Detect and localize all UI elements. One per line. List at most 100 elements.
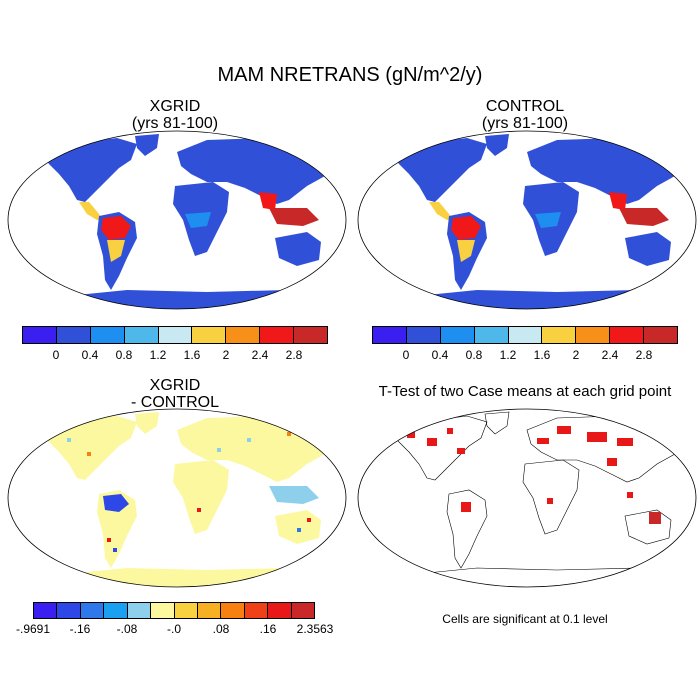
colorbar-tick-label: 1.6	[183, 348, 201, 362]
colorbar-tick-label: 1.2	[149, 348, 167, 362]
colorbar-xgrid	[22, 326, 328, 344]
colorbar-swatch	[34, 603, 58, 618]
continent-central-america	[429, 202, 453, 220]
continent-africa	[173, 460, 229, 534]
colorbar-swatch	[508, 327, 543, 343]
outline-africa	[522, 459, 580, 535]
continent-antarctica	[47, 568, 327, 587]
continent-central-america	[79, 202, 103, 220]
colorbar-tick-label: .16	[259, 622, 277, 636]
colorbar-tick-label: -.08	[116, 622, 138, 636]
amazon-negative-region	[103, 494, 129, 512]
continent-greenland	[135, 412, 159, 434]
map-xgrid	[7, 130, 347, 310]
continent-antarctica	[47, 290, 327, 309]
colorbar-tick-label: 0.8	[115, 348, 133, 362]
colorbar-tick-label: 0	[52, 348, 60, 362]
colorbar-swatch	[80, 603, 105, 618]
colorbar-tick-label: 0.4	[81, 348, 99, 362]
colorbar-swatch	[221, 603, 245, 618]
colorbar-swatch	[192, 327, 227, 343]
continent-australia	[625, 232, 671, 266]
colorbar-tick-label: .08	[212, 622, 230, 636]
figure-title: MAM NRETRANS (gN/m^2/y)	[217, 64, 483, 86]
panel-title-xgrid: XGRID (yrs 81-100)	[75, 98, 275, 132]
colorbar-swatch	[104, 603, 128, 618]
colorbar-swatch	[644, 327, 678, 343]
colorbar-swatch	[542, 327, 577, 343]
colorbar-swatch	[23, 327, 57, 343]
colorbar-tick-label: 2.4	[251, 348, 269, 362]
colorbar-xgrid-labels: 0 0.4 0.8 1.2 1.6 2 2.4 2.8	[22, 348, 328, 364]
panel-title-control: CONTROL (yrs 81-100)	[425, 98, 625, 132]
panel-title-ttest-line1: T-Test of two Case means at each grid po…	[378, 383, 672, 400]
colorbar-swatch	[174, 603, 198, 618]
map-outline	[357, 408, 697, 588]
colorbar-swatch	[576, 327, 611, 343]
continent-australia	[275, 232, 321, 266]
panel-title-diff: XGRID - CONTROL	[75, 377, 275, 411]
colorbar-tick-label: -.9691	[15, 622, 51, 636]
continent-north-america	[37, 138, 137, 202]
colorbar-control	[372, 326, 678, 344]
outline-eurasia	[526, 415, 690, 483]
map-outline	[7, 130, 347, 310]
map-difference	[7, 408, 347, 588]
colorbar-swatch	[294, 327, 328, 343]
panel-title-ttest: T-Test of two Case means at each grid po…	[345, 383, 700, 400]
panel-title-xgrid-line2: (yrs 81-100)	[131, 115, 219, 132]
colorbar-tick-label: 0.4	[431, 348, 449, 362]
outline-antarctica	[396, 567, 678, 579]
colorbar-tick-label: 2	[572, 348, 580, 362]
africa-tropics	[535, 212, 561, 228]
colorbar-swatch	[440, 327, 475, 343]
colorbar-swatch	[127, 603, 152, 618]
colorbar-swatch	[373, 327, 407, 343]
colorbar-swatch	[57, 603, 81, 618]
colorbar-tick-label: -.16	[69, 622, 91, 636]
colorbar-swatch	[151, 603, 175, 618]
se-asia-mainland	[609, 192, 627, 210]
colorbar-swatch	[610, 327, 645, 343]
colorbar-swatch	[158, 327, 193, 343]
panel-title-diff-line1: XGRID	[149, 377, 201, 394]
colorbar-swatch	[56, 327, 91, 343]
outline-south-america	[446, 489, 488, 569]
panel-title-diff-line2: - CONTROL	[131, 394, 219, 411]
colorbar-tick-label: 2.8	[635, 348, 653, 362]
colorbar-tick-label: 0	[402, 348, 410, 362]
se-asia-islands	[269, 486, 319, 504]
se-asia-islands	[619, 208, 669, 226]
panel-title-xgrid-line1: XGRID	[149, 98, 201, 115]
continent-greenland	[485, 134, 509, 156]
continent-north-america	[37, 416, 137, 480]
colorbar-control-labels: 0 0.4 0.8 1.2 1.6 2 2.4 2.8	[372, 348, 678, 364]
colorbar-swatch	[226, 327, 261, 343]
colorbar-swatch	[124, 327, 159, 343]
continent-australia	[275, 510, 321, 544]
outline-australia	[624, 509, 672, 545]
colorbar-tick-label: 2.3563	[296, 622, 334, 636]
south-america-mid	[457, 240, 475, 262]
colorbar-swatch	[244, 603, 269, 618]
colorbar-tick-label: 0.8	[465, 348, 483, 362]
colorbar-tick-label: 1.6	[533, 348, 551, 362]
colorbar-difference	[33, 602, 315, 619]
colorbar-tick-label: -.0	[166, 622, 182, 636]
colorbar-swatch	[268, 603, 292, 618]
colorbar-difference-labels: -.9691 -.16 -.08 -.0 .08 .16 2.3563	[16, 622, 333, 638]
amazon-high-region	[451, 216, 481, 240]
colorbar-tick-label: 2.8	[285, 348, 303, 362]
colorbar-tick-label: 1.2	[499, 348, 517, 362]
continent-antarctica	[397, 290, 677, 309]
se-asia-islands	[269, 208, 319, 226]
colorbar-swatch	[260, 327, 295, 343]
colorbar-swatch	[406, 327, 441, 343]
colorbar-swatch	[197, 603, 222, 618]
south-america-mid	[107, 240, 125, 262]
colorbar-tick-label: 2.4	[601, 348, 619, 362]
colorbar-swatch	[291, 603, 315, 618]
africa-tropics	[185, 212, 211, 228]
map-control	[357, 130, 697, 310]
amazon-high-region	[101, 216, 131, 240]
